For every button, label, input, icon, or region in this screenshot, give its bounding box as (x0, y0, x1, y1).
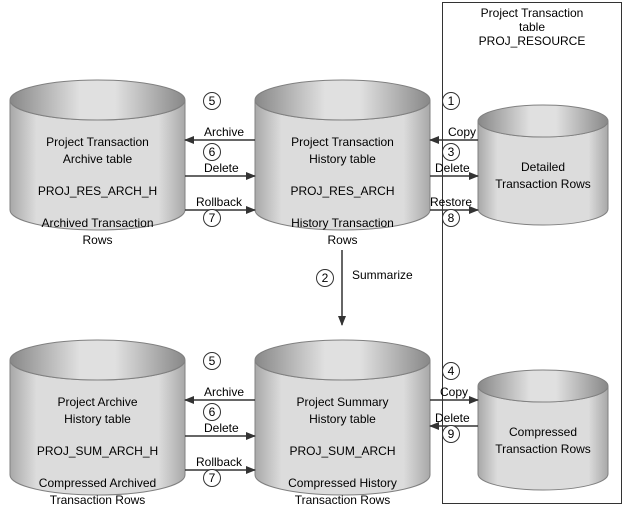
cyl-label-detailed-1: Transaction Rows (478, 177, 608, 192)
cylinder-top-detailed (478, 105, 608, 137)
edge-label-e4: Copy (440, 385, 468, 399)
cylinder-top-sum_arch (255, 340, 430, 380)
cyl-label-archive_h-2: PROJ_RES_ARCH_H (10, 184, 185, 199)
edge-label-e5b: Archive (204, 385, 244, 399)
cyl-label-history-0: Project Transaction (255, 135, 430, 150)
group-title-line2: table (442, 20, 622, 34)
step-badge-9-e9: 9 (442, 425, 460, 443)
step-badge-4-e4: 4 (442, 362, 460, 380)
edge-label-e6b: Delete (204, 421, 239, 435)
cyl-label-sum_arch-2: PROJ_SUM_ARCH (255, 444, 430, 459)
step-badge-5-e5b: 5 (203, 352, 221, 370)
cyl-label-sum_arch_h-0: Project Archive (10, 395, 185, 410)
cylinder-top-history (255, 80, 430, 120)
cyl-label-archive_h-1: Archive table (10, 152, 185, 167)
step-badge-6-e6a: 6 (203, 143, 221, 161)
edge-label-e6a: Delete (204, 161, 239, 175)
edge-label-e7a: Rollback (196, 195, 242, 209)
edge-label-e8: Restore (430, 195, 472, 209)
cyl-label-sum_arch-1: History table (255, 412, 430, 427)
cylinder-top-compressed (478, 370, 608, 402)
edge-label-e9: Delete (435, 411, 470, 425)
step-badge-7-e7b: 7 (203, 469, 221, 487)
cyl-label-history-3: History Transaction (255, 216, 430, 231)
cyl-label-compressed-0: Compressed (478, 425, 608, 440)
cyl-label-history-4: Rows (255, 233, 430, 248)
cyl-label-sum_arch-3: Compressed History (255, 476, 430, 491)
group-title-line1: Project Transaction (442, 6, 622, 20)
group-title-line3: PROJ_RESOURCE (442, 34, 622, 48)
cyl-label-sum_arch-4: Transaction Rows (255, 493, 430, 508)
edge-label-e5a: Archive (204, 125, 244, 139)
step-badge-6-e6b: 6 (203, 403, 221, 421)
step-badge-1-e1: 1 (442, 92, 460, 110)
group-title: Project Transaction table PROJ_RESOURCE (442, 6, 622, 48)
cyl-label-history-2: PROJ_RES_ARCH (255, 184, 430, 199)
cylinder-top-archive_h (10, 80, 185, 120)
cyl-label-archive_h-4: Rows (10, 233, 185, 248)
edge-label-e2: Summarize (352, 268, 413, 282)
step-badge-8-e8: 8 (442, 209, 460, 227)
cyl-label-sum_arch-0: Project Summary (255, 395, 430, 410)
edge-label-e7b: Rollback (196, 455, 242, 469)
step-badge-7-e7a: 7 (203, 209, 221, 227)
cyl-label-sum_arch_h-1: History table (10, 412, 185, 427)
step-badge-3-e3: 3 (442, 143, 460, 161)
edge-label-e1: Copy (448, 125, 476, 139)
cyl-label-detailed-0: Detailed (478, 160, 608, 175)
cyl-label-archive_h-0: Project Transaction (10, 135, 185, 150)
cyl-label-history-1: History table (255, 152, 430, 167)
cyl-label-archive_h-3: Archived Transaction (10, 216, 185, 231)
cylinder-top-sum_arch_h (10, 340, 185, 380)
cyl-label-compressed-1: Transaction Rows (478, 442, 608, 457)
cyl-label-sum_arch_h-2: PROJ_SUM_ARCH_H (10, 444, 185, 459)
step-badge-5-e5a: 5 (203, 92, 221, 110)
step-badge-2-e2: 2 (316, 269, 334, 287)
edge-label-e3: Delete (435, 161, 470, 175)
diagram-canvas: Project Transaction table PROJ_RESOURCE … (0, 0, 626, 512)
cyl-label-sum_arch_h-3: Compressed Archived (10, 476, 185, 491)
cyl-label-sum_arch_h-4: Transaction Rows (10, 493, 185, 508)
